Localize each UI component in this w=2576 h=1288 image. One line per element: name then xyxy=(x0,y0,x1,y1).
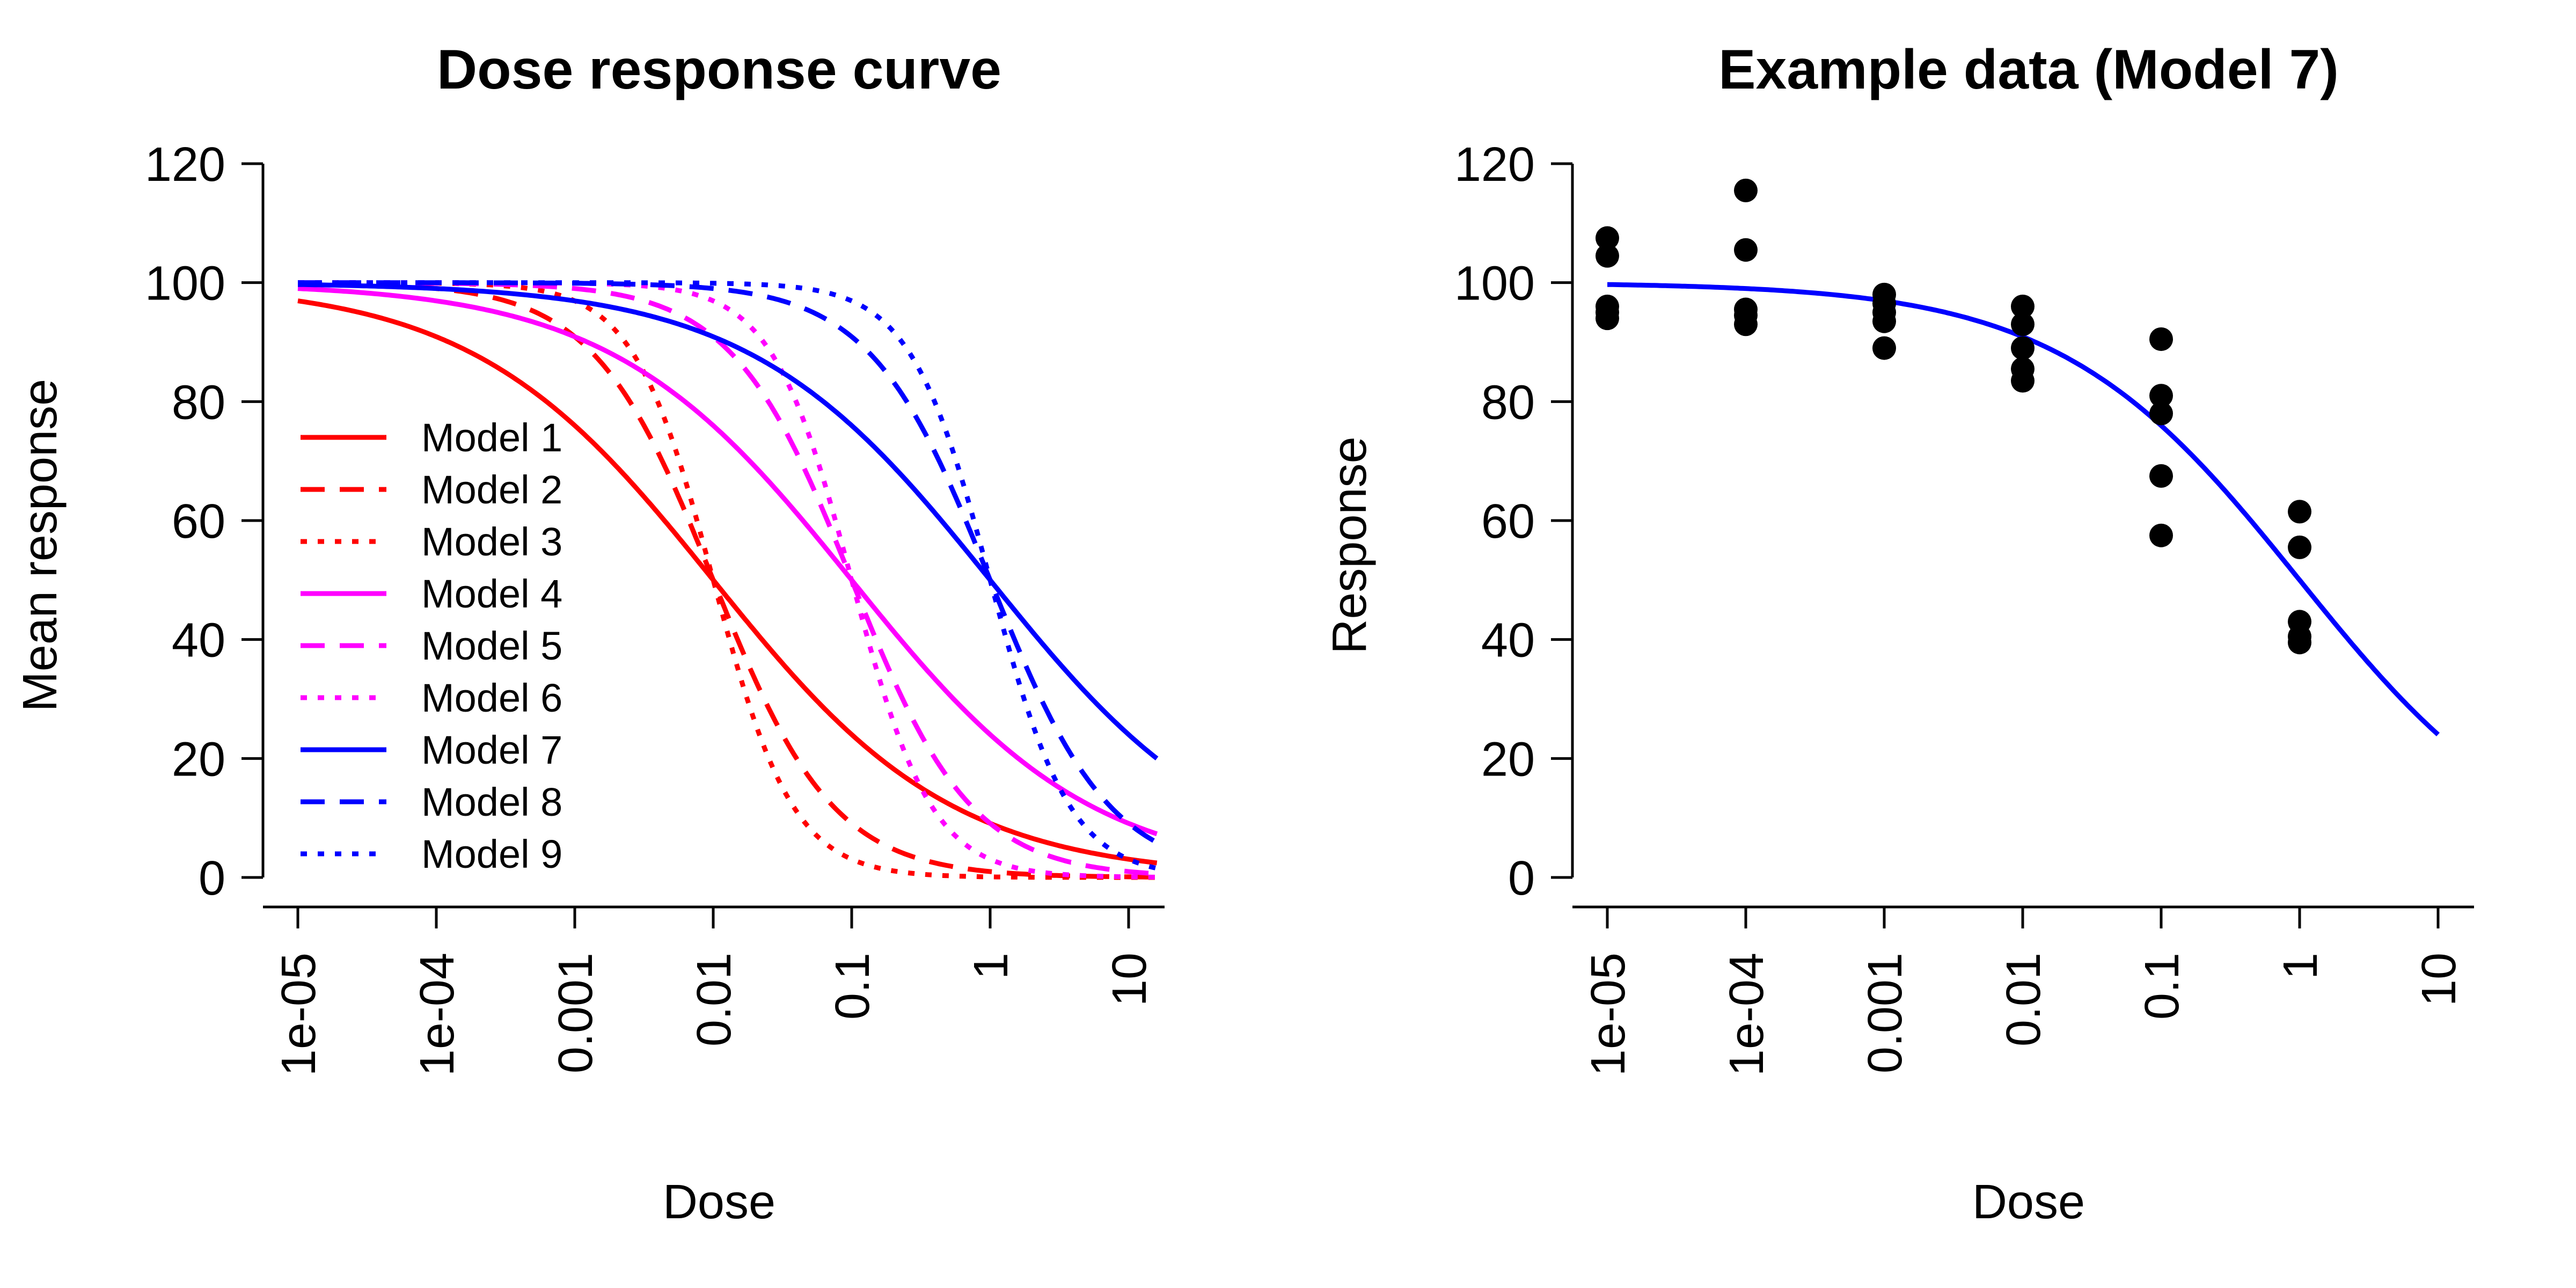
y-tick-label: 80 xyxy=(1481,376,1535,429)
legend-label: Model 6 xyxy=(421,676,562,720)
x-tick-label: 1e-04 xyxy=(1720,953,1774,1076)
x-tick-label: 1e-05 xyxy=(272,953,326,1076)
y-tick-label: 60 xyxy=(172,495,225,548)
x-tick-label: 0.01 xyxy=(687,953,741,1046)
y-tick-label: 0 xyxy=(199,852,225,905)
series-line xyxy=(298,280,1157,876)
series-line xyxy=(298,280,1158,871)
y-tick-label: 120 xyxy=(145,138,225,192)
x-tick-label: 0.1 xyxy=(826,953,880,1020)
data-points xyxy=(1596,178,2311,655)
data-point xyxy=(2149,327,2173,351)
x-tick-label: 10 xyxy=(2412,953,2466,1006)
data-point xyxy=(1734,238,1758,262)
data-point xyxy=(2288,535,2311,559)
data-point xyxy=(1596,226,1619,250)
legend-label: Model 7 xyxy=(421,728,562,772)
series-line xyxy=(297,286,1158,837)
legend-label: Model 4 xyxy=(421,572,562,616)
legend-label: Model 3 xyxy=(421,519,562,564)
x-tick-label: 1 xyxy=(964,953,1018,979)
data-point xyxy=(1734,312,1758,336)
legend: Model 1 Model 2 Model 3 Model 4 Model 5 Model… xyxy=(301,415,562,876)
series-line xyxy=(297,298,1158,866)
x-tick-label: 0.001 xyxy=(549,953,603,1073)
y-tick-label: 100 xyxy=(145,257,225,311)
x-axis-label: Dose xyxy=(1972,1175,2085,1229)
x-tick-label: 1e-04 xyxy=(411,953,464,1076)
chart-title: Dose response curve xyxy=(437,39,1001,101)
y-axis-label: Response xyxy=(1323,436,1377,654)
y-tick-label: 40 xyxy=(172,614,225,668)
legend-label: Model 2 xyxy=(421,467,562,512)
y-tick-label: 20 xyxy=(1481,733,1535,786)
x-axis-label: Dose xyxy=(663,1175,775,1229)
series-line xyxy=(298,280,1158,845)
x-tick-label: 1 xyxy=(2274,953,2328,979)
legend-label: Model 8 xyxy=(421,780,562,824)
data-point xyxy=(2149,401,2173,426)
data-point xyxy=(1596,306,1619,331)
series-lines xyxy=(297,280,1159,880)
data-point xyxy=(2011,312,2035,336)
data-point xyxy=(1872,309,1896,333)
data-point xyxy=(2288,631,2311,655)
x-tick-label: 10 xyxy=(1103,953,1157,1006)
legend-label: Model 1 xyxy=(421,415,562,460)
legend-label: Model 5 xyxy=(421,624,562,668)
data-point xyxy=(2011,369,2035,393)
data-point xyxy=(2288,500,2311,524)
y-tick-label: 100 xyxy=(1454,257,1535,311)
y-tick-label: 20 xyxy=(172,733,225,786)
data-point xyxy=(1734,178,1758,202)
y-tick-label: 0 xyxy=(1508,852,1535,905)
y-axis-label: Mean response xyxy=(13,379,67,712)
y-tick-label: 120 xyxy=(1454,138,1535,192)
y-tick-label: 60 xyxy=(1481,495,1535,548)
axes: 0 20 40 60 80 100 120 1e-05 1e-04 0.001 0.01 0.1 1 10 xyxy=(1454,138,2474,1076)
data-point xyxy=(2149,523,2173,547)
data-point xyxy=(2011,336,2035,360)
data-point xyxy=(2149,464,2173,488)
series-line xyxy=(298,282,1159,760)
dose-response-panel: Dose response curve Dose Mean response 0… xyxy=(13,39,1165,1229)
axes: 0 20 40 60 80 100 120 1e-05 1e-04 0.001 0.01 0.1 1 10 xyxy=(145,138,1165,1076)
legend-label: Model 9 xyxy=(421,832,562,876)
y-tick-label: 80 xyxy=(172,376,225,429)
data-point xyxy=(1872,336,1896,360)
data-point xyxy=(2011,295,2035,318)
x-tick-label: 0.01 xyxy=(1997,953,2051,1046)
data-point xyxy=(2149,384,2173,408)
x-tick-label: 0.001 xyxy=(1858,953,1912,1073)
y-tick-label: 40 xyxy=(1481,614,1535,668)
series-line xyxy=(298,281,1157,880)
example-data-panel: Example data (Model 7) Dose Response 0 20… xyxy=(1323,39,2474,1229)
x-tick-label: 1e-05 xyxy=(1582,953,1635,1076)
x-tick-label: 0.1 xyxy=(2135,953,2189,1020)
chart-title: Example data (Model 7) xyxy=(1718,39,2339,101)
data-point xyxy=(1596,244,1619,268)
